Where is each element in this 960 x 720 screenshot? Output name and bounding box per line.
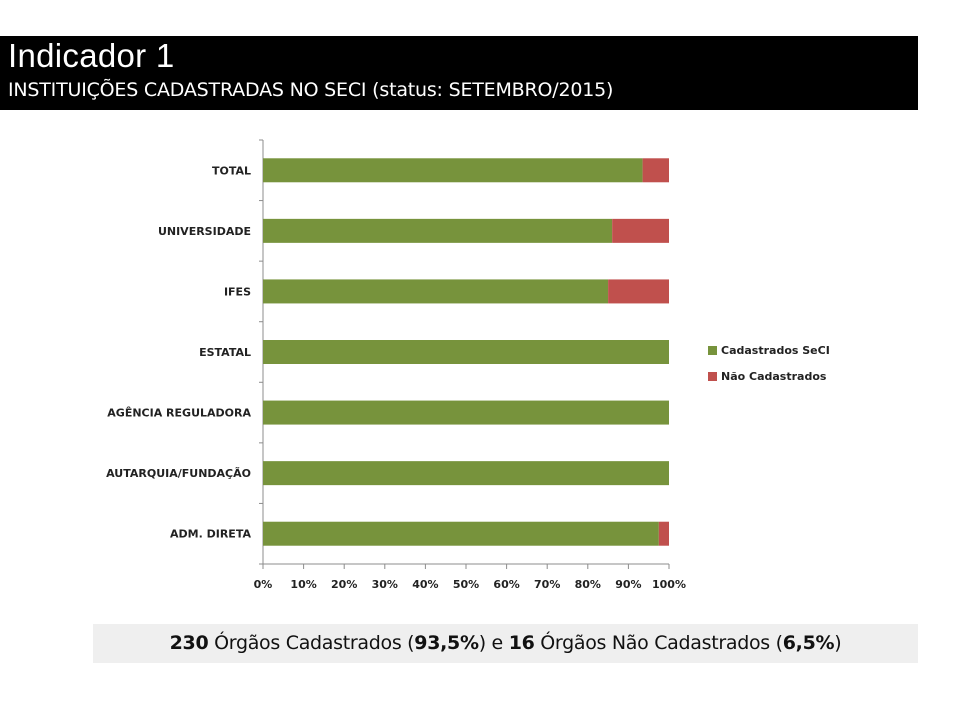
header-banner: Indicador 1 INSTITUIÇÕES CADASTRADAS NO … (0, 36, 918, 110)
bar-cadastrados (263, 340, 669, 364)
unregistered-pct: 6,5% (782, 632, 835, 654)
x-tick-label: 90% (615, 578, 641, 591)
legend-label: Não Cadastrados (721, 370, 827, 383)
bar-cadastrados (263, 400, 669, 425)
category-label: TOTAL (212, 164, 251, 177)
bar-nao-cadastrados (642, 158, 669, 183)
bar-cadastrados (263, 461, 669, 486)
registered-count: 230 (169, 632, 209, 654)
category-label: IFES (224, 285, 251, 298)
page-subtitle: INSTITUIÇÕES CADASTRADAS NO SECI (status… (8, 79, 614, 101)
category-label: AGÊNCIA REGULADORA (107, 407, 251, 420)
category-label: UNIVERSIDADE (158, 225, 251, 238)
x-tick-label: 50% (453, 578, 479, 591)
legend-swatch (708, 372, 717, 381)
summary-box: 230 Órgãos Cadastrados (93,5%) e 16 Órgã… (93, 624, 918, 663)
page-title: Indicador 1 (8, 37, 175, 74)
category-label: ESTATAL (199, 346, 251, 359)
bar-cadastrados (263, 218, 613, 243)
bar-cadastrados (263, 521, 659, 546)
x-tick-label: 0% (254, 578, 273, 591)
bar-nao-cadastrados (612, 218, 669, 243)
unregistered-count: 16 (508, 632, 535, 654)
summary-connector: ) e (478, 632, 509, 654)
category-label: AUTARQUIA/FUNDAÇÃO (106, 467, 251, 480)
summary-closing: ) (834, 632, 842, 654)
category-label: ADM. DIRETA (170, 528, 251, 541)
registered-pct: 93,5% (414, 632, 479, 654)
x-tick-label: 100% (652, 578, 686, 591)
legend-swatch (708, 346, 717, 355)
x-tick-label: 10% (290, 578, 316, 591)
bar-nao-cadastrados (608, 279, 669, 304)
x-tick-label: 60% (493, 578, 519, 591)
bar-nao-cadastrados (658, 521, 669, 546)
x-tick-label: 20% (331, 578, 357, 591)
x-tick-label: 30% (372, 578, 398, 591)
unregistered-text: Órgãos Não Cadastrados ( (540, 632, 783, 654)
bar-cadastrados (263, 279, 609, 304)
bar-cadastrados (263, 158, 643, 183)
x-tick-label: 80% (575, 578, 601, 591)
x-tick-label: 70% (534, 578, 560, 591)
registered-text: Órgãos Cadastrados ( (214, 632, 415, 654)
x-tick-label: 40% (412, 578, 438, 591)
legend-label: Cadastrados SeCI (721, 344, 830, 357)
